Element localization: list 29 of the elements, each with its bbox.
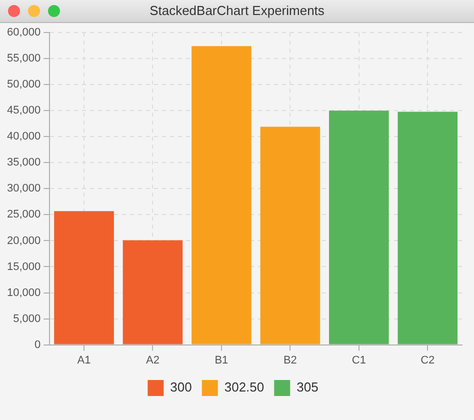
y-tick-label: 40,000 [6, 130, 41, 143]
y-tick-label: 20,000 [6, 234, 41, 247]
y-tick-label: 5,000 [13, 312, 41, 325]
bar [260, 126, 320, 344]
y-tick-label: 35,000 [6, 156, 41, 169]
y-tick-label: 45,000 [6, 104, 41, 117]
y-tick-label: 15,000 [6, 260, 41, 273]
x-tick-label: B1 [214, 354, 228, 366]
x-tick-label: C1 [352, 354, 366, 366]
legend-label: 302.50 [224, 380, 264, 395]
y-tick-label: 55,000 [6, 52, 41, 65]
bar [329, 110, 389, 344]
y-tick-label: 10,000 [6, 286, 41, 299]
bar [122, 240, 183, 344]
y-tick-label: 25,000 [6, 208, 41, 221]
legend-label: 305 [296, 380, 318, 395]
legend-label: 300 [170, 380, 192, 395]
x-tick-label: C2 [420, 354, 435, 366]
chart-title: StackedBarChart Experiments [150, 3, 324, 18]
x-tick-label: B2 [283, 354, 297, 366]
x-tick-label: A1 [77, 354, 91, 366]
bar [398, 112, 458, 344]
y-tick-label: 60,000 [6, 26, 41, 39]
bar [192, 46, 252, 344]
bar [54, 211, 114, 344]
y-tick-label: 30,000 [6, 182, 41, 195]
x-tick-label: A2 [146, 354, 160, 366]
y-tick-label: 50,000 [6, 78, 41, 91]
y-tick-label: 0 [34, 338, 41, 351]
